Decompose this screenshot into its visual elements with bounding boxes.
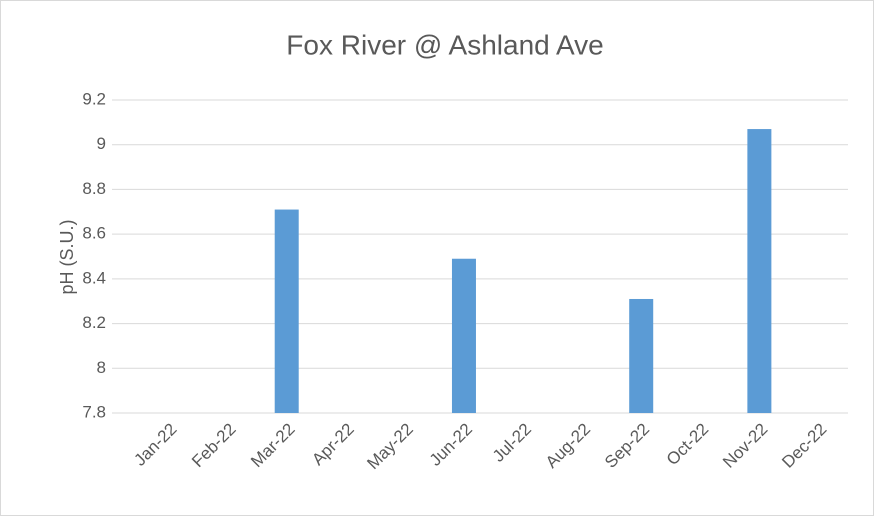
chart-title: Fox River @ Ashland Ave xyxy=(286,29,603,60)
bar xyxy=(629,298,654,413)
y-axis-label: pH (S.U.) xyxy=(57,219,77,294)
bar xyxy=(451,258,476,413)
y-tick-label: 7.8 xyxy=(82,402,106,421)
y-tick-label: 8 xyxy=(97,358,106,377)
bar xyxy=(274,209,299,413)
y-tick-label: 8.2 xyxy=(82,313,106,332)
y-tick-label: 8.8 xyxy=(82,179,106,198)
y-tick-label: 9 xyxy=(97,134,106,153)
y-tick-label: 8.4 xyxy=(82,268,106,287)
y-tick-label: 8.6 xyxy=(82,224,106,243)
y-tick-label: 9.2 xyxy=(82,89,106,108)
bar xyxy=(747,129,772,414)
